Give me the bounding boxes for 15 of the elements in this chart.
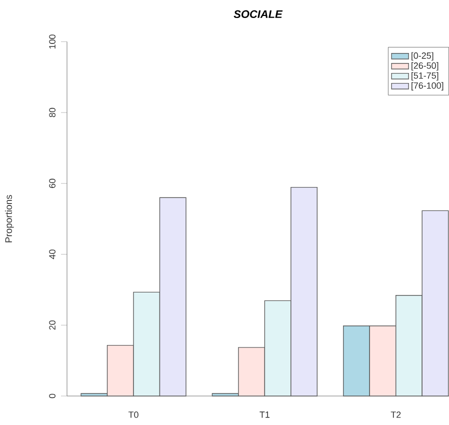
chart-title: SOCIALE bbox=[234, 10, 283, 18]
y-tick-label: 40 bbox=[49, 250, 56, 260]
y-tick-label: 80 bbox=[49, 108, 56, 118]
x-tick-label: T1 bbox=[260, 412, 270, 418]
y-axis-title: Proportions bbox=[4, 195, 14, 242]
legend-label: [51-75] bbox=[412, 72, 438, 81]
y-tick-label: 100 bbox=[49, 34, 56, 48]
legend-label: [0-25] bbox=[412, 52, 434, 61]
x-tick-label: T0 bbox=[128, 412, 138, 418]
legend-label: [26-50] bbox=[412, 62, 438, 71]
x-tick-label: T2 bbox=[390, 412, 401, 418]
y-tick-label: 0 bbox=[49, 394, 56, 398]
y-tick-label: 60 bbox=[49, 178, 56, 188]
legend-label: [76-100] bbox=[412, 82, 444, 90]
y-tick-label: 20 bbox=[49, 320, 56, 330]
